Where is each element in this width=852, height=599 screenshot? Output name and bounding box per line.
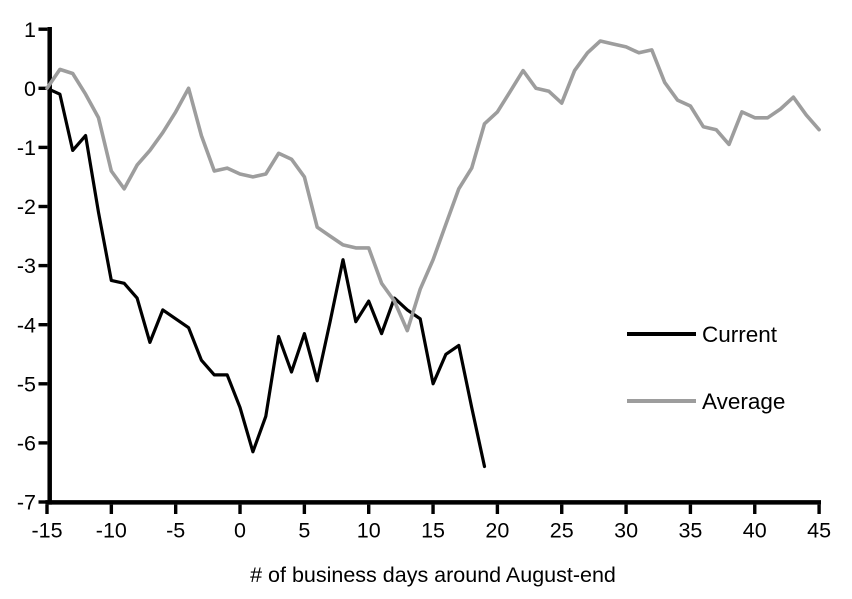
y-tick-label: -2 xyxy=(17,195,36,219)
y-tick-label: -1 xyxy=(17,136,36,160)
x-tick-label: 5 xyxy=(298,519,310,543)
legend-label-current: Current xyxy=(702,322,778,347)
x-tick-label: 45 xyxy=(807,519,831,543)
axes xyxy=(38,27,821,514)
series-current-line xyxy=(45,86,487,469)
y-tick-label: -5 xyxy=(17,372,36,396)
series-average-line xyxy=(45,39,821,333)
y-tick-label: -7 xyxy=(17,491,36,515)
x-tick-label: 40 xyxy=(743,519,767,543)
y-tick-label: 0 xyxy=(24,77,36,101)
legend-item-average: Average xyxy=(627,389,785,414)
x-tick-label: 0 xyxy=(234,519,246,543)
legend-item-current: Current xyxy=(627,322,778,347)
x-tick-label: 25 xyxy=(550,519,574,543)
y-tick-label: -6 xyxy=(17,432,36,456)
y-tick-label: 1 xyxy=(24,18,36,42)
plot-series xyxy=(45,39,821,469)
x-tick-label: -10 xyxy=(96,519,127,543)
x-tick-label: 15 xyxy=(421,519,445,543)
x-tick-label: 35 xyxy=(678,519,702,543)
y-tick-label: -4 xyxy=(17,313,36,337)
y-tick-label: -3 xyxy=(17,254,36,278)
x-tick-label: 20 xyxy=(485,519,509,543)
x-tick-label: -15 xyxy=(31,519,62,543)
legend: Current Average xyxy=(627,322,785,414)
x-axis-title: # of business days around August-end xyxy=(250,563,616,587)
x-tick-label: 30 xyxy=(614,519,638,543)
legend-label-average: Average xyxy=(702,389,785,414)
x-tick-label: -5 xyxy=(166,519,185,543)
tick-labels: 10-1-2-3-4-5-6-7-15 -10 -5 0 5 10 15 20 25 30 35 40… xyxy=(17,18,831,543)
x-tick-label: 10 xyxy=(357,519,381,543)
